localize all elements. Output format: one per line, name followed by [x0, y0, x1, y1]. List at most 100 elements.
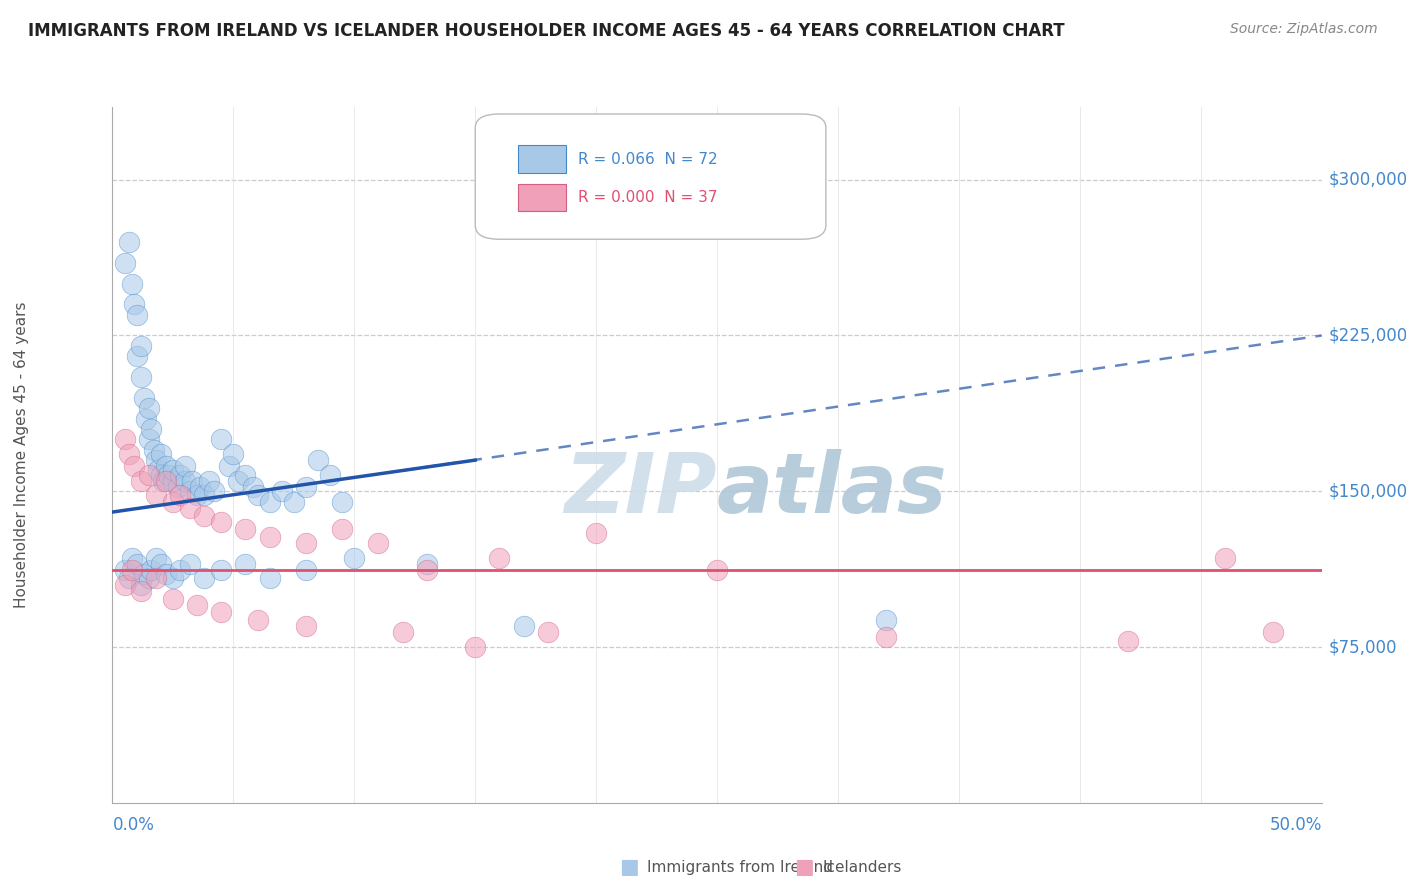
- Point: [706, 563, 728, 577]
- Text: $75,000: $75,000: [1329, 638, 1398, 656]
- Point: [114, 433, 136, 447]
- Point: [145, 453, 167, 467]
- Point: [114, 256, 136, 270]
- Point: [343, 550, 366, 565]
- Point: [181, 474, 204, 488]
- Point: [149, 447, 172, 461]
- Point: [209, 563, 232, 577]
- Point: [141, 422, 163, 436]
- Point: [166, 480, 188, 494]
- Point: [416, 563, 439, 577]
- Point: [131, 474, 153, 488]
- Point: [122, 297, 145, 311]
- Text: Householder Income Ages 45 - 64 years: Householder Income Ages 45 - 64 years: [14, 301, 28, 608]
- Point: [157, 467, 180, 482]
- Point: [145, 488, 167, 502]
- Point: [875, 630, 897, 644]
- Point: [488, 550, 510, 565]
- Point: [307, 453, 329, 467]
- Point: [118, 235, 141, 249]
- Point: [209, 516, 232, 530]
- Text: ZIP: ZIP: [564, 450, 717, 530]
- Point: [179, 484, 201, 499]
- Point: [1116, 633, 1139, 648]
- Point: [198, 474, 221, 488]
- FancyBboxPatch shape: [475, 114, 825, 239]
- Point: [141, 563, 163, 577]
- Text: Icelanders: Icelanders: [823, 860, 901, 874]
- Point: [295, 480, 318, 494]
- Point: [121, 550, 143, 565]
- Point: [174, 459, 197, 474]
- Text: 50.0%: 50.0%: [1270, 816, 1322, 834]
- Point: [295, 536, 318, 550]
- Point: [145, 572, 167, 586]
- Point: [367, 536, 389, 550]
- Point: [226, 474, 249, 488]
- Point: [138, 467, 160, 482]
- Point: [145, 550, 167, 565]
- Point: [259, 572, 281, 586]
- Point: [169, 563, 191, 577]
- Point: [179, 500, 201, 515]
- Point: [202, 484, 225, 499]
- Text: $300,000: $300,000: [1329, 170, 1406, 189]
- Point: [585, 525, 607, 540]
- Text: R = 0.066  N = 72: R = 0.066 N = 72: [578, 152, 717, 167]
- Point: [152, 474, 174, 488]
- Point: [162, 592, 184, 607]
- Point: [209, 605, 232, 619]
- Point: [186, 599, 208, 613]
- Point: [131, 578, 153, 592]
- Point: [512, 619, 534, 633]
- Point: [193, 488, 215, 502]
- Point: [416, 557, 439, 571]
- Point: [246, 488, 269, 502]
- Point: [162, 494, 184, 508]
- Point: [222, 447, 245, 461]
- Point: [193, 572, 215, 586]
- Point: [235, 467, 257, 482]
- Point: [114, 578, 136, 592]
- Point: [155, 459, 177, 474]
- Point: [1213, 550, 1236, 565]
- Point: [149, 467, 172, 482]
- Point: [464, 640, 486, 654]
- Point: [179, 557, 201, 571]
- Point: [155, 474, 177, 488]
- Text: ■: ■: [794, 857, 814, 877]
- Point: [121, 277, 143, 291]
- Point: [125, 557, 148, 571]
- Point: [186, 488, 208, 502]
- Point: [131, 339, 153, 353]
- Point: [122, 459, 145, 474]
- Point: [235, 522, 257, 536]
- Point: [132, 391, 155, 405]
- Point: [283, 494, 305, 508]
- Point: [114, 563, 136, 577]
- Point: [118, 572, 141, 586]
- Point: [131, 370, 153, 384]
- Point: [132, 567, 155, 582]
- Point: [162, 463, 184, 477]
- Point: [242, 480, 264, 494]
- Point: [295, 619, 318, 633]
- Point: [155, 567, 177, 582]
- Point: [188, 480, 211, 494]
- Point: [138, 401, 160, 416]
- Point: [125, 308, 148, 322]
- Point: [391, 625, 413, 640]
- Point: [135, 411, 157, 425]
- Point: [169, 467, 191, 482]
- Text: Source: ZipAtlas.com: Source: ZipAtlas.com: [1230, 22, 1378, 37]
- Point: [149, 557, 172, 571]
- Text: Immigrants from Ireland: Immigrants from Ireland: [647, 860, 832, 874]
- Point: [259, 494, 281, 508]
- Point: [295, 563, 318, 577]
- Text: 0.0%: 0.0%: [112, 816, 155, 834]
- Text: R = 0.000  N = 37: R = 0.000 N = 37: [578, 190, 717, 205]
- Point: [330, 494, 353, 508]
- Point: [319, 467, 342, 482]
- Point: [138, 433, 160, 447]
- Point: [193, 509, 215, 524]
